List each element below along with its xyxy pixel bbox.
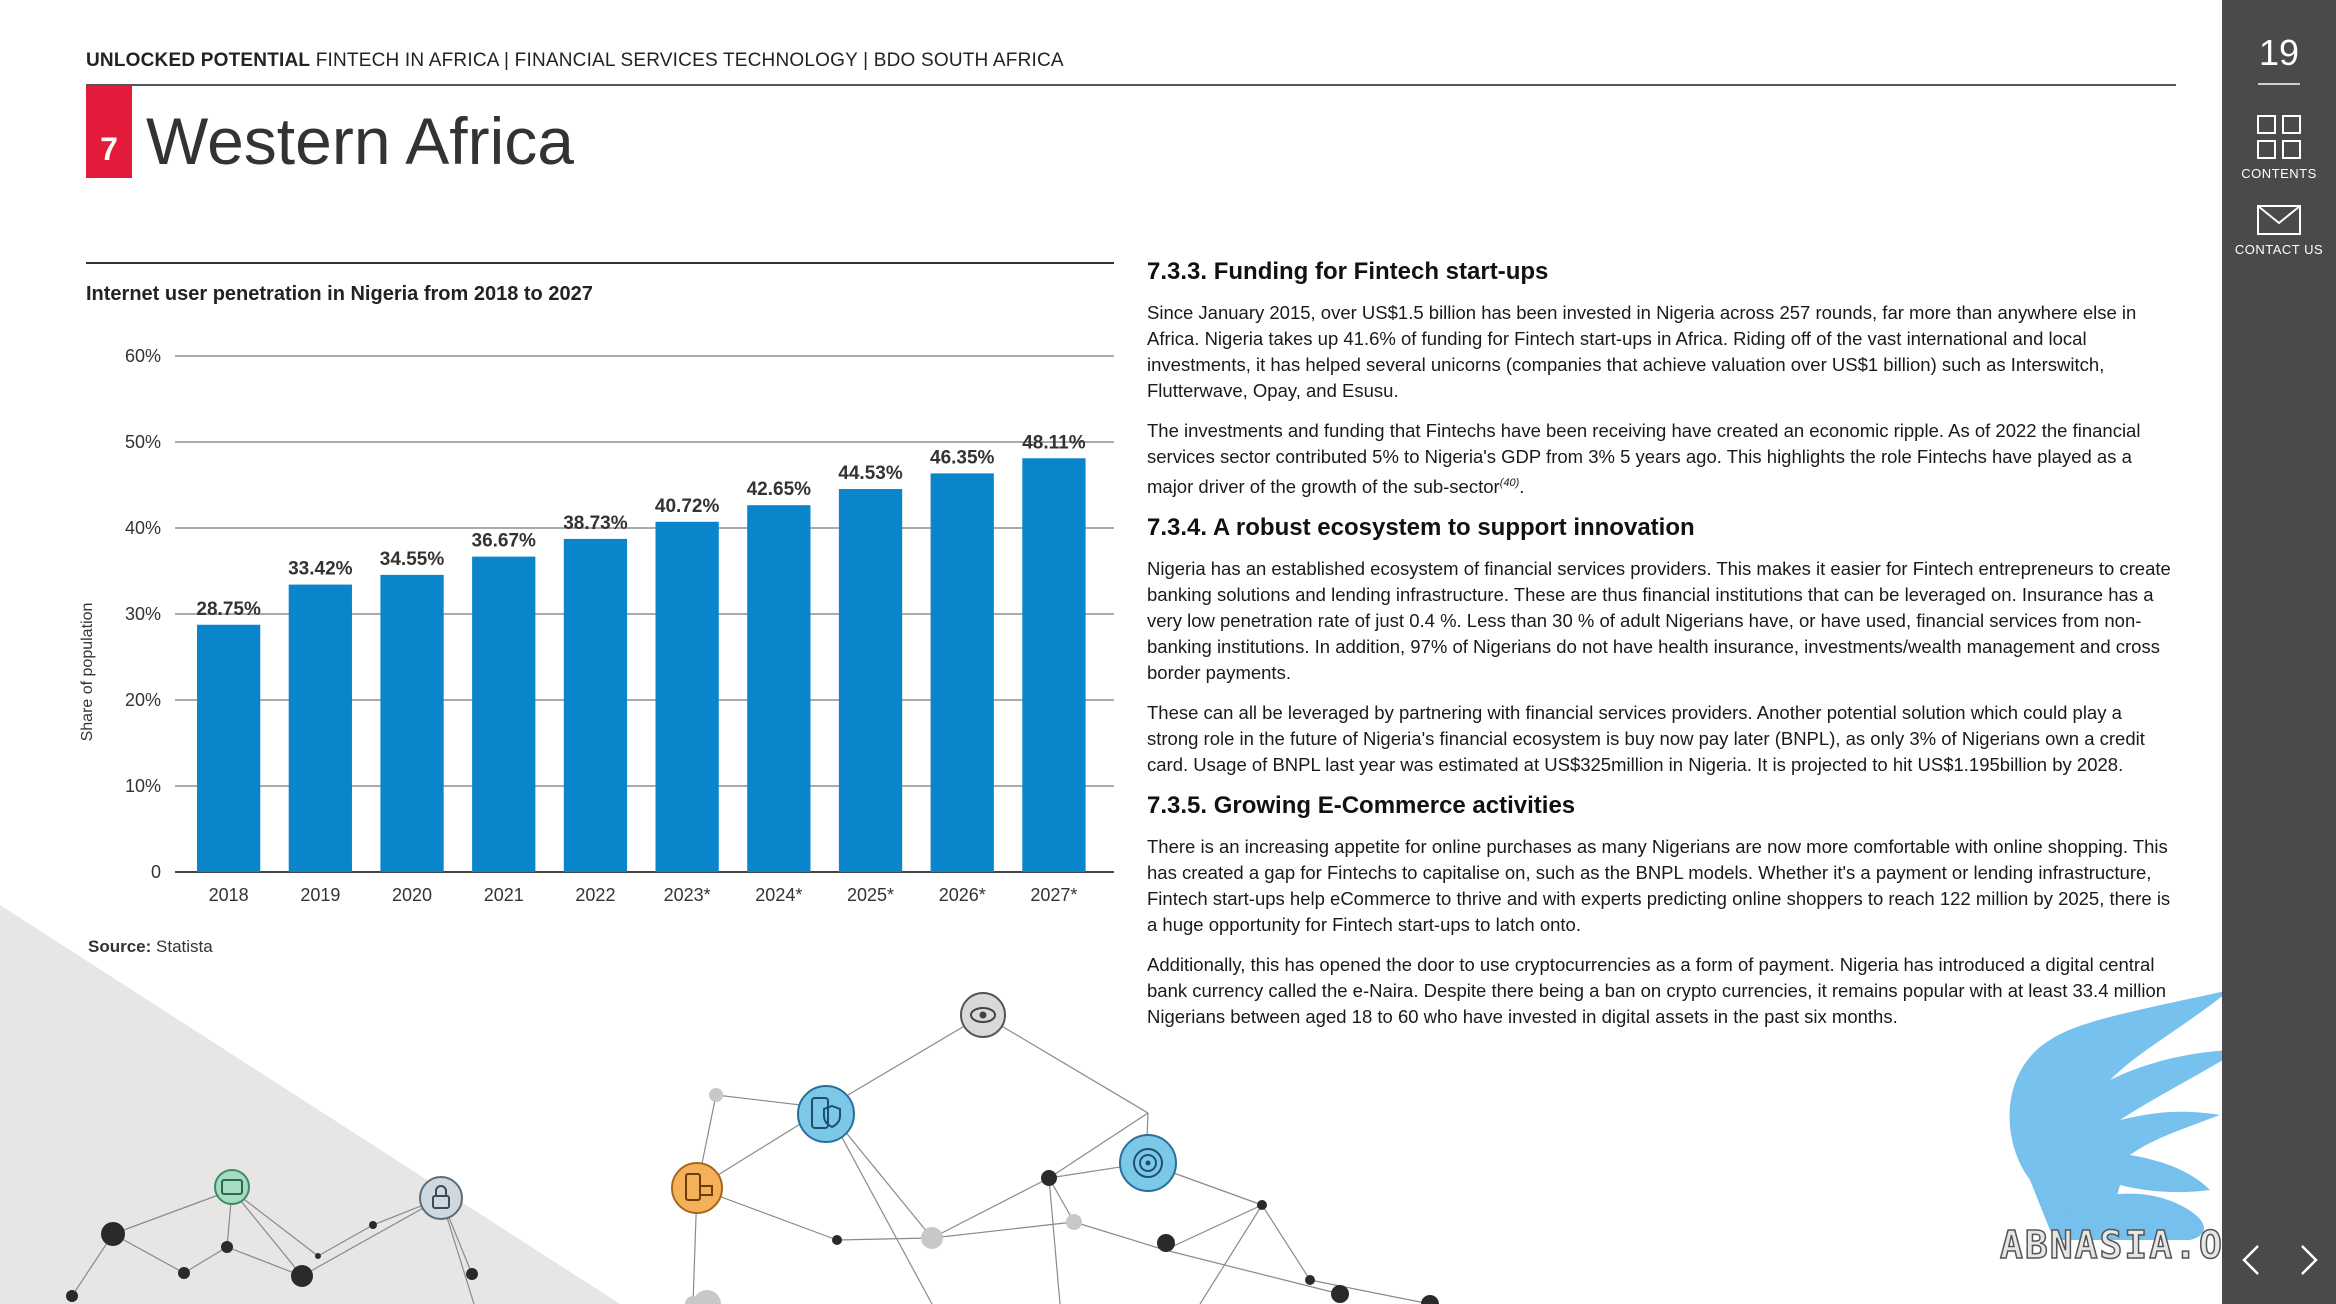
mobile-payment-icon <box>671 1162 723 1214</box>
x-tick-label: 2022 <box>575 885 615 905</box>
data-label: 42.65% <box>747 479 812 500</box>
y-tick-label: 30% <box>125 604 161 624</box>
bar <box>838 489 903 872</box>
page-number-divider <box>2258 83 2300 85</box>
chart-title: Internet user penetration in Nigeria fro… <box>86 283 593 305</box>
bar <box>380 574 444 872</box>
fingerprint-icon <box>1119 1134 1177 1192</box>
chevron-right-icon[interactable] <box>2294 1240 2324 1280</box>
x-tick-label: 2019 <box>300 885 340 905</box>
header-brand: UNLOCKED POTENTIAL <box>86 50 311 71</box>
data-label: 48.11% <box>1022 432 1085 453</box>
data-label: 36.67% <box>472 531 537 552</box>
page-title: Western Africa <box>146 104 574 178</box>
paragraph-funding-2: The investments and funding that Fintech… <box>1147 418 2177 500</box>
paragraph-ecommerce-2: Additionally, this has opened the door t… <box>1147 954 2167 1028</box>
chart-source: Source: Statista <box>88 937 213 957</box>
paragraph-ecosystem-1: Nigeria has an established ecosystem of … <box>1147 558 2171 684</box>
grid-icon <box>2257 115 2301 159</box>
y-tick-label: 0 <box>151 862 161 882</box>
chevron-left-icon[interactable] <box>2236 1240 2266 1280</box>
bar <box>1022 458 1086 872</box>
section-number: 7 <box>100 131 118 167</box>
lock-icon <box>419 1176 463 1220</box>
x-tick-label: 2025* <box>847 885 894 905</box>
data-label: 38.73% <box>563 513 628 534</box>
y-tick-label: 60% <box>125 346 161 366</box>
data-label: 28.75% <box>196 599 261 620</box>
bar <box>563 538 628 872</box>
page-number: 19 <box>2258 32 2300 73</box>
contents-label: CONTENTS <box>2241 166 2317 181</box>
x-tick-label: 2020 <box>392 885 432 905</box>
article-body: 7.3.3. Funding for Fintech start-ups Sin… <box>1147 258 2177 1044</box>
data-label: 46.35% <box>930 447 995 468</box>
sidebar: 19 CONTENTS CONTACT US <box>2222 0 2336 1304</box>
paragraph-funding-1: Since January 2015, over US$1.5 billion … <box>1147 302 2137 401</box>
contents-button[interactable]: CONTENTS <box>2222 114 2336 181</box>
section-number-badge: 7 <box>86 86 132 178</box>
paragraph-funding-2-text: The investments and funding that Fintech… <box>1147 420 2141 498</box>
eye-icon <box>960 992 1006 1038</box>
bar <box>197 624 261 872</box>
x-tick-label: 2024* <box>755 885 802 905</box>
bar <box>288 584 352 872</box>
phone-shield-icon <box>797 1085 855 1143</box>
bar <box>655 521 719 872</box>
x-tick-label: 2018 <box>209 885 249 905</box>
running-header: UNLOCKED POTENTIAL FINTECH IN AFRICA | F… <box>86 50 1064 72</box>
network-illustration <box>66 992 1439 1304</box>
x-tick-label: 2026* <box>939 885 986 905</box>
bar-chart: 0 10% 20% 30% 40% 50% 60% Share of population 28… <box>80 346 1114 905</box>
header-subtitle: FINTECH IN AFRICA | FINANCIAL SERVICES T… <box>315 50 1064 71</box>
reference-40: (40) <box>1499 477 1520 489</box>
data-label: 34.55% <box>380 549 445 570</box>
bar <box>930 473 994 872</box>
heading-funding: 7.3.3. Funding for Fintech start-ups <box>1147 258 1549 285</box>
x-tick-label: 2023* <box>664 885 711 905</box>
contact-label: CONTACT US <box>2234 242 2324 257</box>
heading-ecosystem: 7.3.4. A robust ecosystem to support inn… <box>1147 514 1695 542</box>
paragraph-ecosystem-2: These can all be leveraged by partnering… <box>1147 702 2145 776</box>
source-value: Statista <box>156 937 213 956</box>
chart-divider <box>86 262 1114 264</box>
y-tick-label: 50% <box>125 432 161 452</box>
contact-us-button[interactable]: CONTACT US <box>2222 204 2336 257</box>
y-tick-label: 40% <box>125 518 161 538</box>
data-label: 33.42% <box>288 559 353 580</box>
data-label: 40.72% <box>655 496 720 517</box>
source-label: Source: <box>88 937 152 956</box>
heading-ecommerce: 7.3.5. Growing E-Commerce activities <box>1147 792 1576 820</box>
card-icon <box>214 1169 250 1205</box>
y-tick-label: 10% <box>125 776 161 796</box>
bar <box>472 556 536 872</box>
x-tick-label: 2027* <box>1030 885 1077 905</box>
data-label: 44.53% <box>838 463 903 484</box>
y-axis-label: Share of population <box>80 603 96 742</box>
bar <box>747 505 811 872</box>
envelope-icon <box>2257 205 2301 235</box>
y-tick-label: 20% <box>125 690 161 710</box>
header-divider <box>86 84 2176 86</box>
paragraph-funding-2-end: . <box>1519 476 1525 498</box>
x-tick-label: 2021 <box>484 885 524 905</box>
paragraph-ecommerce-1: There is an increasing appetite for onli… <box>1147 836 2171 936</box>
